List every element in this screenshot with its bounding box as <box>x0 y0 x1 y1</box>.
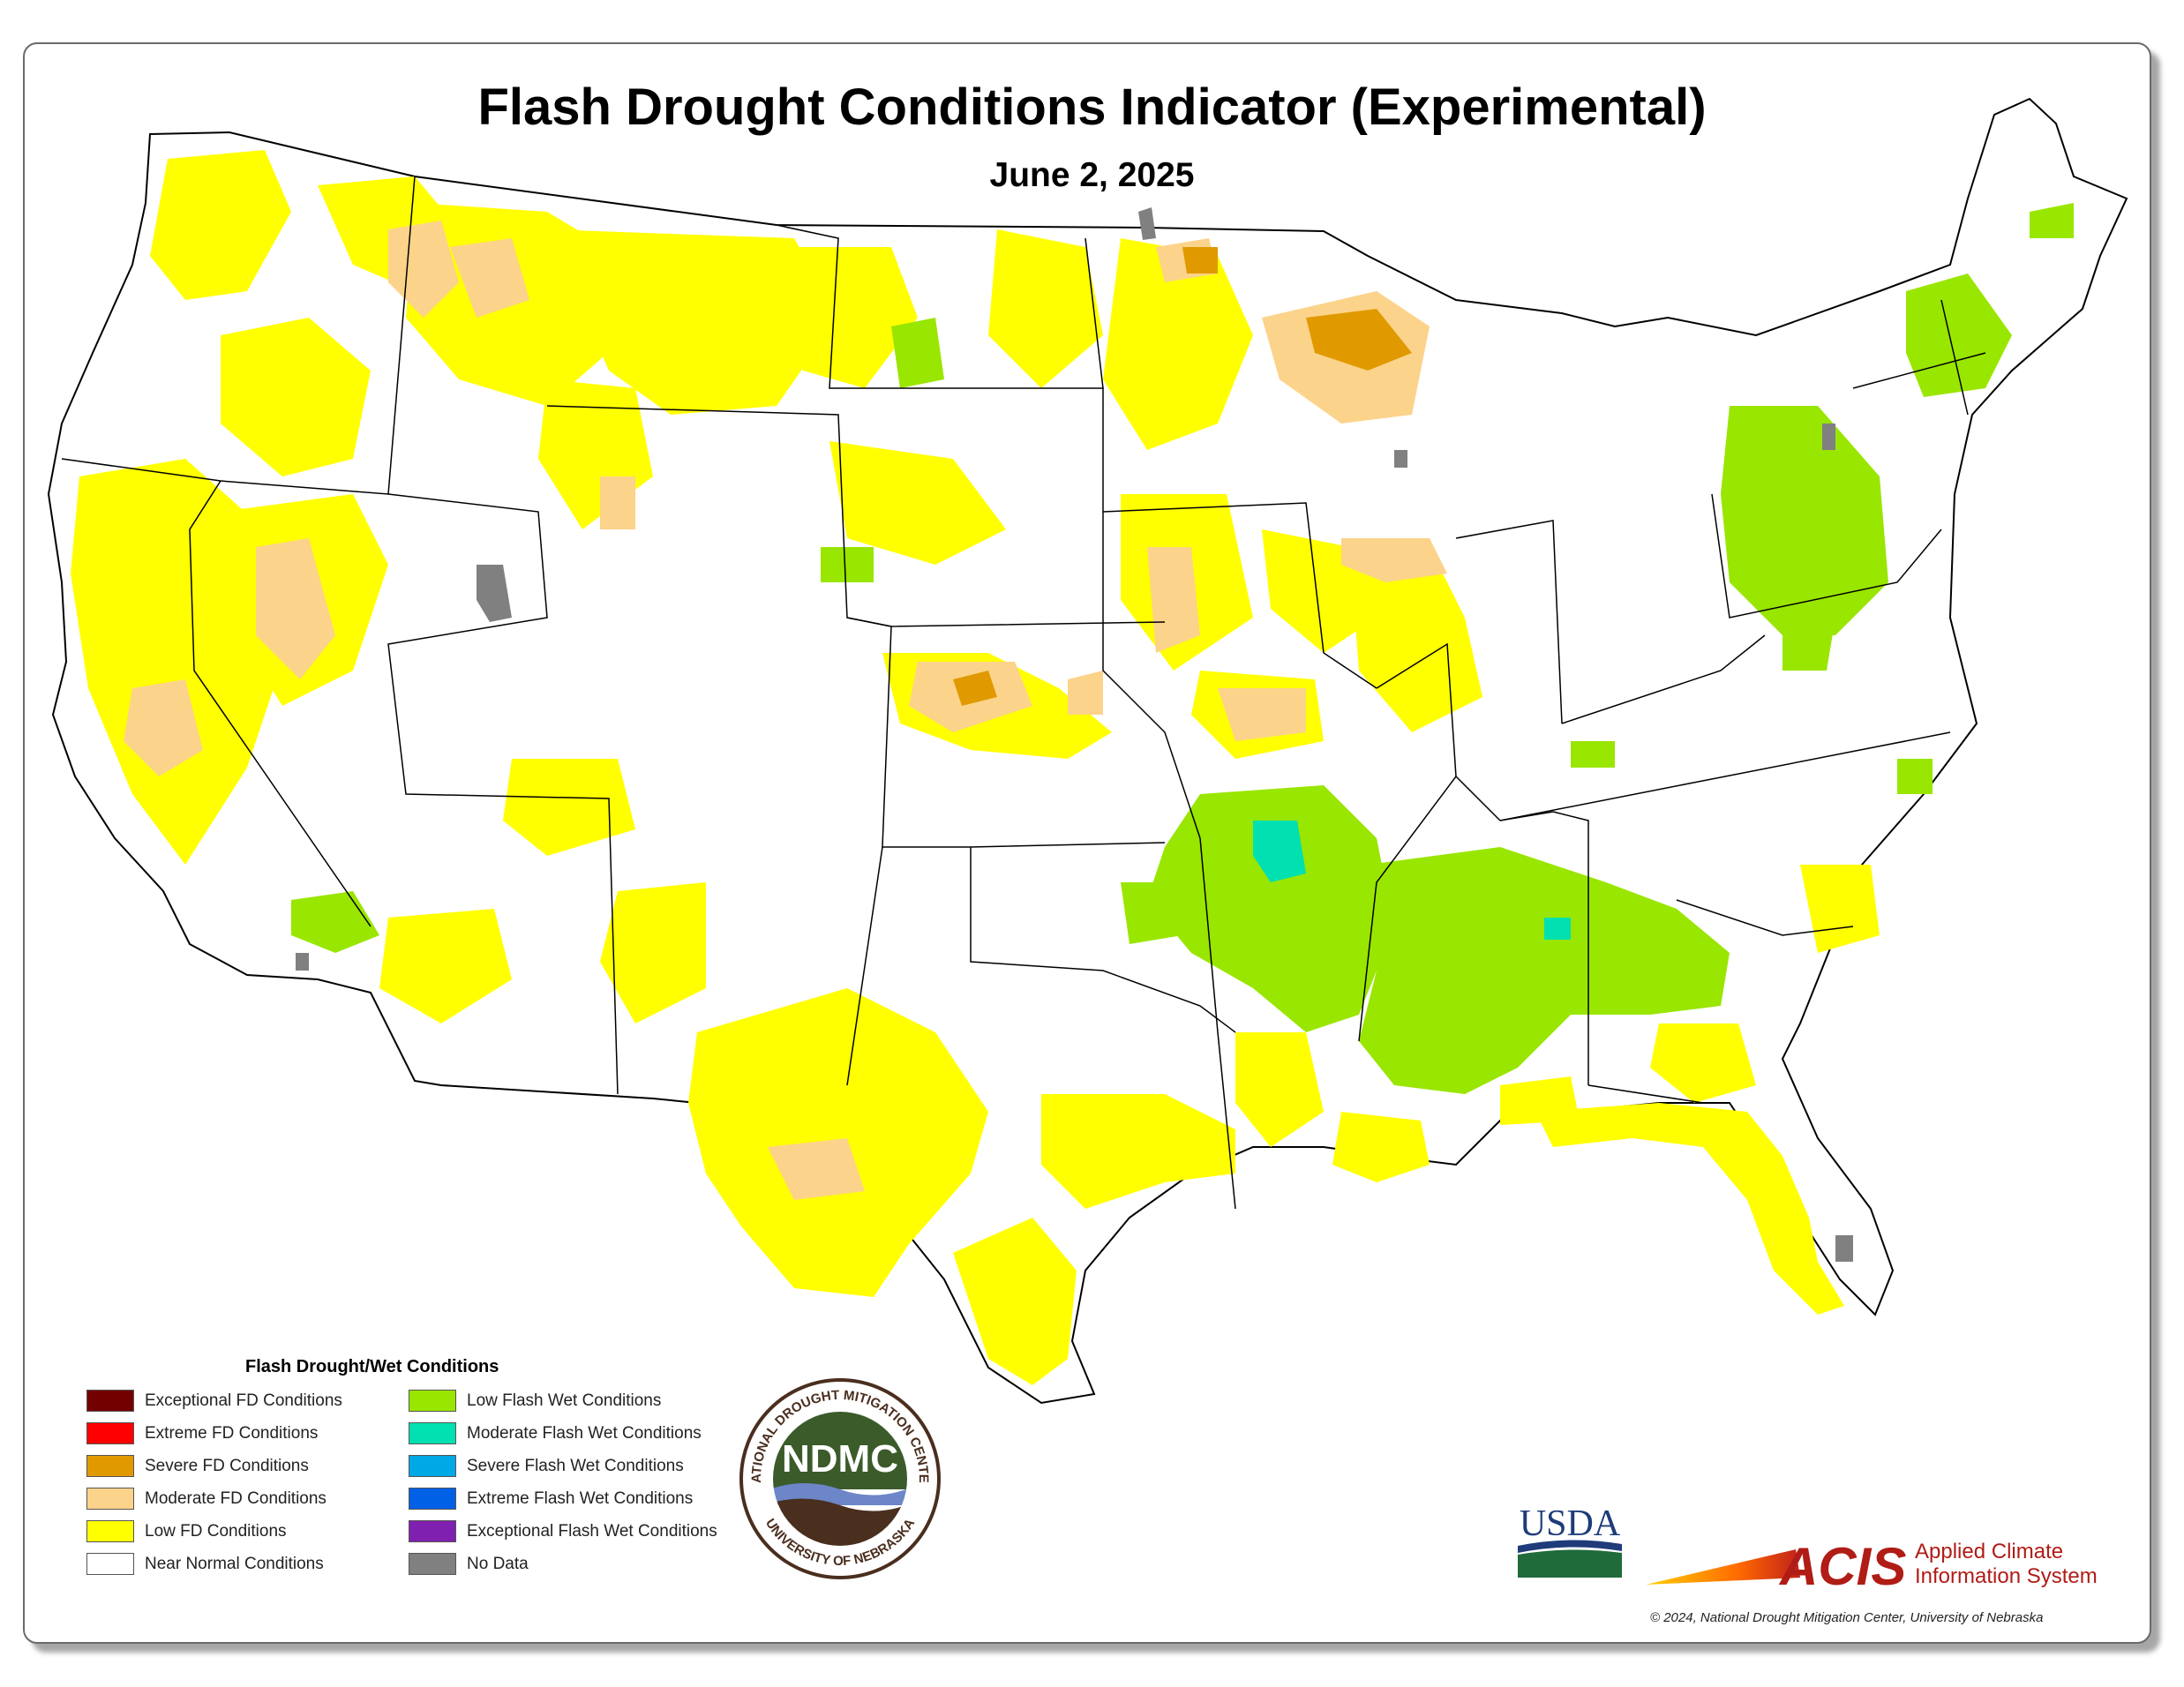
legend-swatch <box>409 1553 456 1575</box>
copyright: © 2024, National Drought Mitigation Cent… <box>1650 1610 2044 1625</box>
legend-swatch <box>409 1488 456 1510</box>
legend-label: Moderate FD Conditions <box>145 1489 326 1508</box>
acis-text: ACIS <box>1778 1537 1906 1596</box>
ndmc-logo: NDMC NATIONAL DROUGHT MITIGATION CENTER … <box>734 1373 941 1579</box>
no-data-regions <box>296 207 1853 1262</box>
legend-swatch <box>409 1422 456 1444</box>
legend-label: Low FD Conditions <box>145 1522 287 1541</box>
legend-label: Near Normal Conditions <box>145 1555 324 1573</box>
legend-label: Severe FD Conditions <box>145 1457 309 1475</box>
usda-logo: USDA <box>1518 1503 1622 1578</box>
severe-fd-regions <box>953 247 1412 706</box>
usda-text: USDA <box>1520 1503 1621 1544</box>
legend-swatch <box>86 1422 134 1444</box>
legend-label: No Data <box>467 1555 529 1573</box>
legend-label: Extreme Flash Wet Conditions <box>467 1489 694 1508</box>
legend-label: Exceptional Flash Wet Conditions <box>467 1522 717 1541</box>
legend-swatch <box>409 1520 456 1542</box>
legend-swatch <box>86 1455 134 1477</box>
state-boundaries <box>61 176 1986 1210</box>
moderate-flash-wet-regions <box>1253 821 1571 940</box>
acis-line2: Information System <box>1915 1564 2098 1588</box>
legend-swatch <box>86 1520 134 1542</box>
low-flash-wet-regions <box>291 203 2074 1094</box>
legend-label: Extreme FD Conditions <box>145 1424 319 1443</box>
legend-swatch <box>86 1553 134 1575</box>
map-title: Flash Drought Conditions Indicator (Expe… <box>477 79 1707 136</box>
legend-swatch <box>86 1488 134 1510</box>
legend-title: Flash Drought/Wet Conditions <box>245 1357 499 1376</box>
legend-swatch <box>409 1455 456 1477</box>
legend-label: Low Flash Wet Conditions <box>467 1391 662 1410</box>
legend-swatch <box>86 1390 134 1412</box>
acis-logo: ACIS Applied Climate Information System <box>1646 1537 2098 1596</box>
legend-swatch <box>409 1390 456 1412</box>
legend-label: Moderate Flash Wet Conditions <box>467 1424 702 1443</box>
ndmc-text: NDMC <box>782 1437 898 1481</box>
acis-line1: Applied Climate <box>1915 1540 2063 1563</box>
legend-label: Severe Flash Wet Conditions <box>467 1457 684 1475</box>
map-date: June 2, 2025 <box>989 156 1195 194</box>
legend-label: Exceptional FD Conditions <box>145 1391 342 1410</box>
